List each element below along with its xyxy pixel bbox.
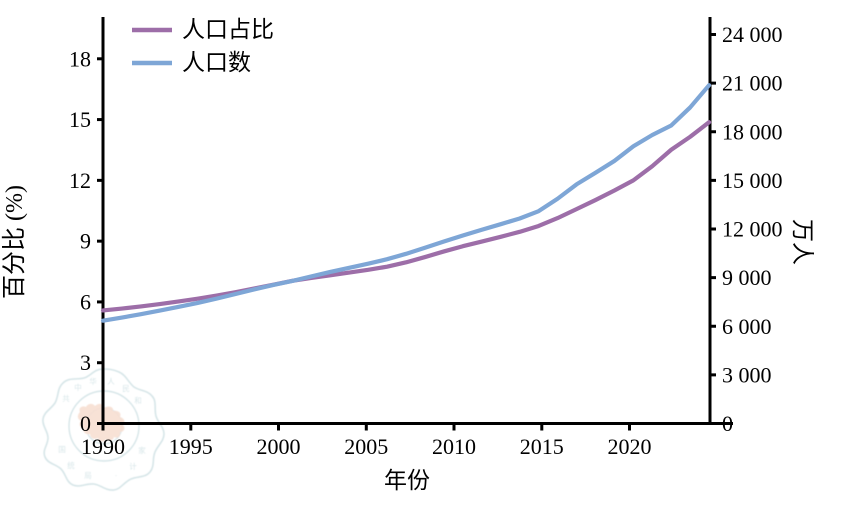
svg-text:3: 3: [80, 350, 91, 375]
svg-text:和: 和: [134, 396, 142, 405]
svg-text:家: 家: [138, 445, 146, 455]
svg-text:计: 计: [129, 461, 137, 471]
svg-text:9 000: 9 000: [722, 265, 772, 290]
svg-text:统: 统: [67, 460, 75, 470]
svg-text:2015: 2015: [520, 434, 564, 459]
svg-text:百分比 (%): 百分比 (%): [1, 185, 28, 299]
svg-text:人口占比: 人口占比: [182, 17, 274, 42]
svg-text:国: 国: [58, 445, 66, 454]
svg-text:年份: 年份: [384, 468, 430, 493]
svg-text:18 000: 18 000: [722, 119, 783, 144]
svg-text:人口数: 人口数: [182, 50, 251, 75]
svg-text:万人: 万人: [790, 219, 815, 265]
svg-text:15 000: 15 000: [722, 168, 783, 193]
svg-text:18: 18: [69, 46, 91, 71]
svg-text:局: 局: [84, 471, 92, 480]
svg-text:15: 15: [69, 107, 91, 132]
svg-text:3 000: 3 000: [722, 362, 772, 387]
svg-text:6 000: 6 000: [722, 314, 772, 339]
svg-text:24 000: 24 000: [722, 22, 783, 47]
svg-text:民: 民: [122, 384, 130, 393]
svg-text:1990: 1990: [81, 434, 125, 459]
svg-text:2010: 2010: [432, 434, 476, 459]
svg-text:6: 6: [80, 289, 91, 314]
svg-text:21 000: 21 000: [722, 71, 783, 96]
svg-text:2020: 2020: [608, 434, 652, 459]
svg-text:12 000: 12 000: [722, 217, 783, 242]
svg-text:9: 9: [80, 229, 91, 254]
svg-text:中: 中: [74, 382, 82, 392]
svg-text:·: ·: [115, 471, 118, 480]
svg-text:12: 12: [69, 168, 91, 193]
svg-text:人: 人: [107, 377, 115, 386]
svg-text:0: 0: [80, 411, 91, 436]
svg-text:0: 0: [722, 411, 733, 436]
svg-text:共: 共: [62, 394, 70, 403]
svg-text:2005: 2005: [344, 434, 388, 459]
svg-text:2000: 2000: [257, 434, 301, 459]
svg-text:华: 华: [89, 376, 97, 386]
svg-text:1995: 1995: [169, 434, 213, 459]
